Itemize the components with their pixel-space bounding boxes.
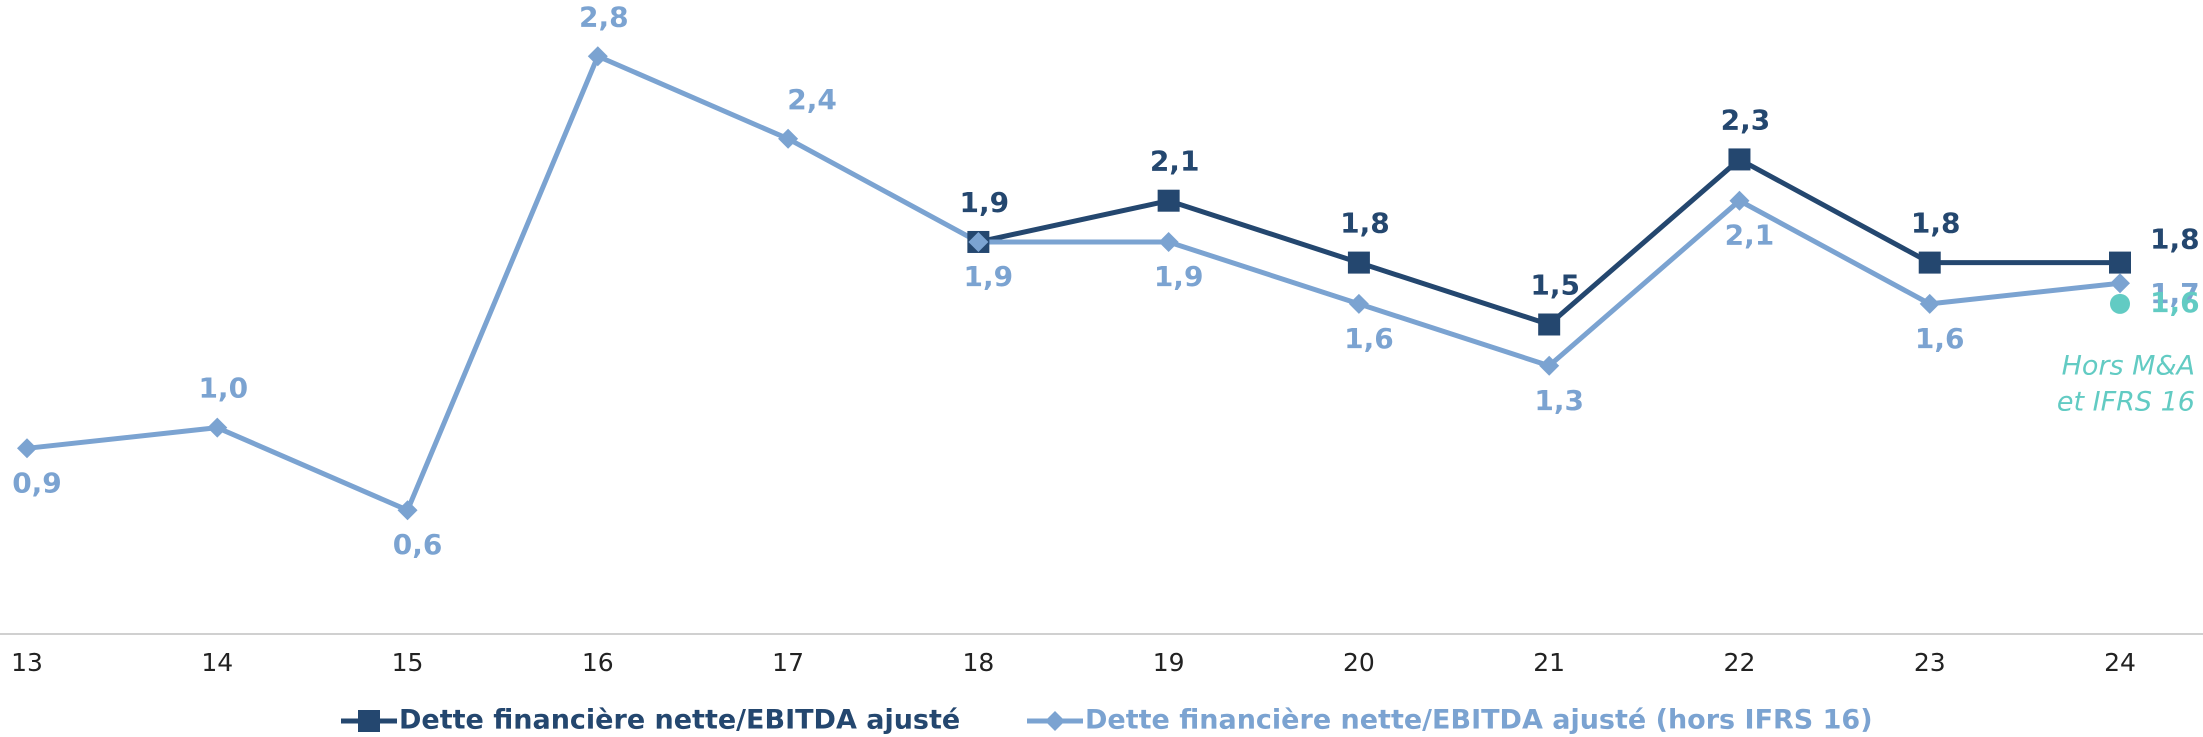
series-line	[26, 53, 2121, 513]
x-tick-label: 15	[392, 648, 424, 677]
annotation-text: Hors M&A	[2062, 350, 2195, 381]
annotation-value: 1,6	[2150, 286, 2200, 319]
x-tick-label: 21	[1533, 648, 1565, 677]
x-tick-label: 16	[582, 648, 614, 677]
value-label: 1,9	[1154, 260, 1204, 293]
x-tick-label: 18	[962, 648, 994, 677]
value-label: 0,9	[12, 466, 62, 499]
legend-label: Dette financière nette/EBITDA ajusté (ho…	[1085, 705, 1873, 736]
x-tick-label: 24	[2104, 648, 2136, 677]
value-label: 1,6	[1344, 322, 1394, 355]
marker	[587, 46, 608, 67]
x-tick-label: 13	[11, 648, 43, 677]
value-label: 1,8	[2150, 223, 2200, 256]
x-tick-label: 20	[1343, 648, 1375, 677]
marker	[17, 438, 37, 459]
value-label: 1,3	[1534, 384, 1584, 417]
annotation-point	[2110, 293, 2130, 314]
value-label: 1,8	[1340, 207, 1390, 240]
x-tick-label: 22	[1724, 648, 1756, 677]
marker	[207, 417, 228, 438]
marker	[1158, 231, 1179, 252]
x-tick-label: 23	[1914, 648, 1946, 677]
marker	[2109, 251, 2131, 274]
marker	[778, 128, 799, 149]
marker	[1347, 251, 1370, 274]
legend-label: Dette financière nette/EBITDA ajusté	[399, 705, 960, 736]
value-label: 1,9	[964, 260, 1014, 293]
marker	[968, 231, 989, 252]
marker	[1728, 148, 1751, 171]
value-label: 2,1	[1150, 145, 1200, 178]
x-tick-label: 14	[201, 648, 233, 677]
marker	[1348, 293, 1369, 314]
marker	[358, 710, 380, 732]
marker	[1157, 189, 1180, 212]
value-label: 1,5	[1530, 269, 1580, 302]
value-label: 1,7	[2150, 277, 2200, 310]
marker	[1918, 251, 1941, 274]
marker	[1045, 711, 1065, 731]
value-label: 1,8	[1911, 207, 1961, 240]
value-label: 0,6	[393, 528, 443, 561]
marker	[397, 500, 418, 521]
marker	[2110, 273, 2130, 294]
marker	[1919, 293, 1940, 314]
x-tick-label: 19	[1153, 648, 1185, 677]
value-label: 2,1	[1725, 219, 1775, 252]
value-label: 1,6	[1915, 322, 1965, 355]
marker	[1538, 313, 1561, 336]
marker	[1539, 355, 1560, 376]
value-label: 1,0	[198, 372, 248, 405]
marker	[1729, 190, 1750, 211]
x-tick-label: 17	[772, 648, 804, 677]
annotation-text: et IFRS 16	[2057, 386, 2195, 417]
value-label: 2,4	[787, 83, 837, 116]
value-label: 1,9	[960, 186, 1010, 219]
value-label: 2,3	[1721, 103, 1771, 136]
value-label: 2,8	[579, 0, 629, 33]
